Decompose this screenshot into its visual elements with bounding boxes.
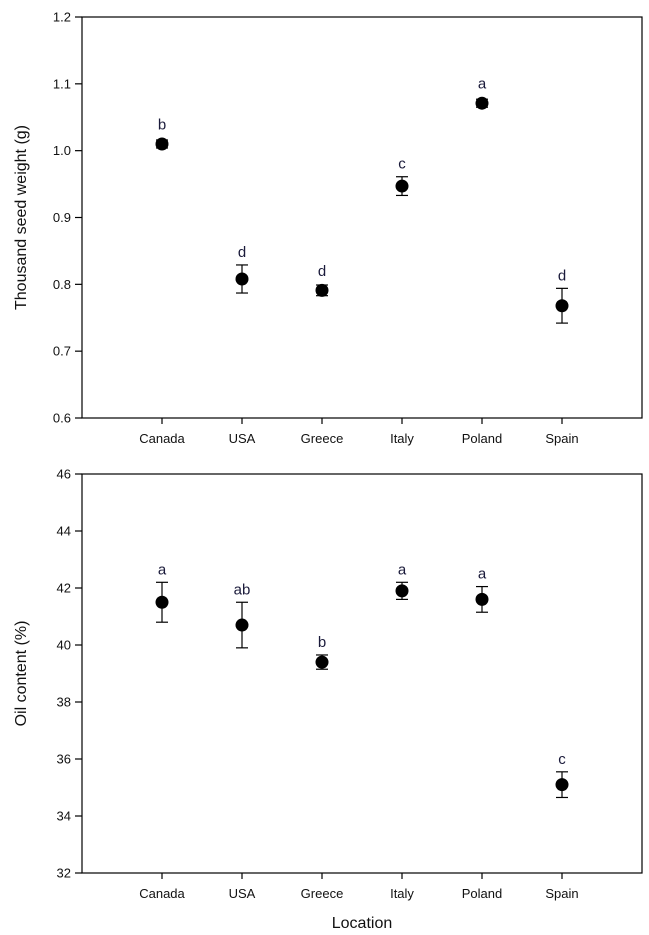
significance-letter: c <box>558 751 566 768</box>
y-tick-label: 44 <box>57 524 71 539</box>
y-tick-label: 36 <box>57 752 71 767</box>
significance-letter: a <box>478 76 487 93</box>
data-point <box>395 179 409 193</box>
y-tick-label: 42 <box>57 581 71 596</box>
x-tick-label: Canada <box>139 886 185 901</box>
data-point <box>475 96 489 110</box>
x-tick-label: Greece <box>301 431 344 446</box>
significance-letter: d <box>238 244 246 261</box>
significance-letter: b <box>318 634 326 651</box>
data-point <box>555 778 569 792</box>
y-tick-label: 0.7 <box>53 344 71 359</box>
x-tick-label: Italy <box>390 886 414 901</box>
plot-frame <box>81 473 643 874</box>
x-tick-label: Poland <box>462 886 502 901</box>
significance-letter: a <box>398 561 407 578</box>
y-tick-label: 34 <box>57 809 71 824</box>
x-tick-label: USA <box>229 886 256 901</box>
significance-letter: d <box>318 263 326 280</box>
y-tick-label: 32 <box>57 866 71 881</box>
x-tick-label: Canada <box>139 431 185 446</box>
data-point <box>555 299 569 313</box>
plot-frame <box>81 16 643 419</box>
significance-letter: ab <box>234 581 251 598</box>
x-tick-label: Poland <box>462 431 502 446</box>
y-tick-label: 38 <box>57 695 71 710</box>
y-tick-label: 46 <box>57 467 71 482</box>
significance-letter: a <box>478 566 487 583</box>
data-point <box>235 618 249 632</box>
y-axis-title: Thousand seed weight (g) <box>13 125 30 310</box>
x-tick-label: Italy <box>390 431 414 446</box>
data-point <box>155 137 169 151</box>
x-tick-label: USA <box>229 431 256 446</box>
y-axis-title: Oil content (%) <box>13 621 30 727</box>
panel-seed-weight: 0.6 0.7 0.8 0.9 1.0 1.1 1.2 Canada b USA d Greece d I… <box>13 10 643 446</box>
y-tick-label: 1.0 <box>53 143 71 158</box>
data-point <box>315 283 329 297</box>
data-point <box>315 655 329 669</box>
y-tick-label: 0.6 <box>53 411 71 426</box>
x-tick-label: Spain <box>545 886 578 901</box>
significance-letter: b <box>158 116 166 133</box>
x-tick-label: Greece <box>301 886 344 901</box>
data-point <box>235 272 249 286</box>
significance-letter: a <box>158 561 167 578</box>
data-point <box>395 584 409 598</box>
significance-letter: c <box>398 156 406 173</box>
panel-oil-content: 32 34 36 38 40 42 44 46 Canada a USA ab Greece b Italy… <box>13 467 643 932</box>
data-point <box>155 595 169 609</box>
significance-letter: d <box>558 267 566 284</box>
data-point <box>475 592 489 606</box>
y-tick-label: 40 <box>57 638 71 653</box>
y-tick-label: 0.8 <box>53 277 71 292</box>
x-tick-label: Spain <box>545 431 578 446</box>
y-tick-label: 1.1 <box>53 76 71 91</box>
y-tick-label: 1.2 <box>53 10 71 25</box>
x-axis-title: Location <box>332 915 393 932</box>
y-tick-label: 0.9 <box>53 210 71 225</box>
